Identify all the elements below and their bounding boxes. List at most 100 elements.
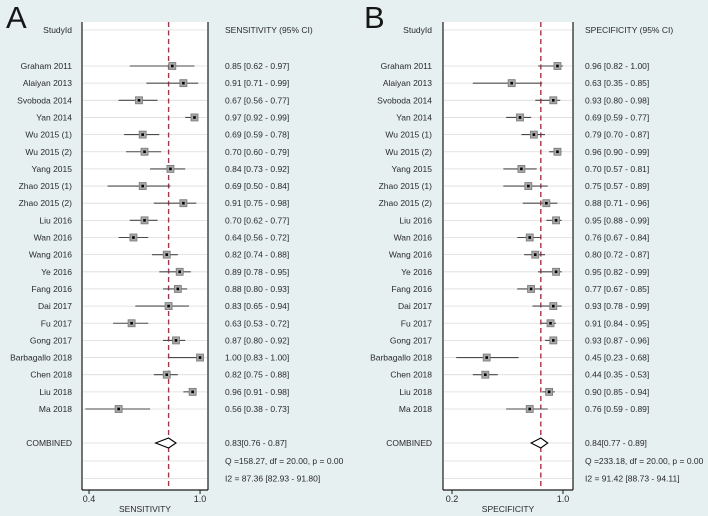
study-label: Dai 2017 xyxy=(398,301,432,311)
study-label: Wu 2015 (1) xyxy=(385,130,432,140)
study-label: Liu 2018 xyxy=(399,387,432,397)
point-estimate-dot xyxy=(174,339,178,342)
estimate-label: 0.87 [0.80 - 0.92] xyxy=(225,335,289,345)
estimate-label: 0.91 [0.84 - 0.95] xyxy=(585,318,649,328)
point-estimate-dot xyxy=(520,167,523,171)
estimate-label: 0.96 [0.82 - 1.00] xyxy=(585,61,649,71)
estimate-label: 0.77 [0.67 - 0.85] xyxy=(585,284,649,294)
estimate-label: 0.45 [0.23 - 0.68] xyxy=(585,353,649,363)
estimate-label: 0.56 [0.38 - 0.73] xyxy=(225,404,289,414)
study-label: Yang 2015 xyxy=(392,164,433,174)
estimate-label: 0.69 [0.50 - 0.84] xyxy=(225,181,289,191)
study-label: Ma 2018 xyxy=(39,404,72,414)
study-label: Liu 2018 xyxy=(39,387,72,397)
point-estimate-dot xyxy=(518,116,522,119)
study-label: Zhao 2015 (1) xyxy=(379,181,433,191)
q-statistic-label: Q =158.27, df = 20.00, p = 0.00 xyxy=(225,456,344,466)
point-estimate-dot xyxy=(137,99,141,102)
study-label: Barbagallo 2018 xyxy=(370,353,432,363)
study-label: Wan 2016 xyxy=(34,233,73,243)
estimate-label: 0.93 [0.87 - 0.96] xyxy=(585,335,649,345)
study-label: Zhao 2015 (1) xyxy=(19,181,73,191)
estimate-label: 0.90 [0.85 - 0.94] xyxy=(585,387,649,397)
study-label: Ye 2016 xyxy=(41,267,72,277)
combined-estimate-label: 0.83[0.76 - 0.87] xyxy=(225,438,287,448)
study-label: Gong 2017 xyxy=(30,335,72,345)
study-label: Fang 2016 xyxy=(391,284,432,294)
x-tick-label: 1.0 xyxy=(194,494,207,504)
estimate-label: 0.85 [0.62 - 0.97] xyxy=(225,61,289,71)
point-estimate-dot xyxy=(165,253,169,256)
point-estimate-dot xyxy=(167,304,170,308)
estimate-label: 0.69 [0.59 - 0.77] xyxy=(585,112,649,122)
point-estimate-dot xyxy=(141,133,144,136)
estimate-label: 0.97 [0.92 - 0.99] xyxy=(225,112,289,122)
i2-statistic-label: I2 = 91.42 [88.73 - 94.11] xyxy=(585,474,680,484)
study-label: Wan 2016 xyxy=(394,233,433,243)
point-estimate-dot xyxy=(549,321,552,325)
point-estimate-dot xyxy=(556,150,559,154)
estimate-label: 0.88 [0.80 - 0.93] xyxy=(225,284,289,294)
study-label: Fang 2016 xyxy=(31,284,72,294)
point-estimate-dot xyxy=(143,150,146,154)
estimate-label: 0.83 [0.65 - 0.94] xyxy=(225,301,289,311)
study-label: Yan 2014 xyxy=(396,112,432,122)
study-label: Liu 2016 xyxy=(399,215,432,225)
point-estimate-dot xyxy=(532,133,536,136)
study-label: Zhao 2015 (2) xyxy=(379,198,433,208)
panel-a-letter: A xyxy=(6,0,27,35)
point-estimate-dot xyxy=(176,287,180,291)
estimate-label: 0.96 [0.91 - 0.98] xyxy=(225,387,289,397)
x-axis-title: SPECIFICITY xyxy=(482,504,535,514)
combined-estimate-label: 0.84[0.77 - 0.89] xyxy=(585,438,647,448)
point-estimate-dot xyxy=(484,373,487,376)
study-column-header: StudyId xyxy=(403,25,432,35)
estimate-label: 0.80 [0.72 - 0.87] xyxy=(585,250,649,260)
study-label: Chen 2018 xyxy=(30,370,72,380)
estimate-label: 0.63 [0.53 - 0.72] xyxy=(225,318,289,328)
point-estimate-dot xyxy=(554,270,558,274)
point-estimate-dot xyxy=(556,64,559,68)
i2-statistic-label: I2 = 87.36 [82.93 - 91.80] xyxy=(225,474,320,484)
estimate-label: 0.93 [0.80 - 0.98] xyxy=(585,95,649,105)
study-label: Ma 2018 xyxy=(399,404,432,414)
study-label: Liu 2016 xyxy=(39,215,72,225)
study-label: Gong 2017 xyxy=(390,335,432,345)
point-estimate-dot xyxy=(178,270,181,274)
estimate-label: 0.84 [0.73 - 0.92] xyxy=(225,164,289,174)
study-label: Alaiyan 2013 xyxy=(383,78,432,88)
point-estimate-dot xyxy=(182,81,185,85)
point-estimate-dot xyxy=(554,219,558,222)
estimate-label: 0.82 [0.74 - 0.88] xyxy=(225,250,289,260)
point-estimate-dot xyxy=(198,356,202,359)
study-label: Wu 2015 (2) xyxy=(385,147,432,157)
study-label: Fu 2017 xyxy=(401,318,432,328)
point-estimate-dot xyxy=(143,219,146,222)
study-label: Yang 2015 xyxy=(32,164,73,174)
estimate-column-header: SENSITIVITY (95% CI) xyxy=(225,25,313,35)
plot-area xyxy=(82,22,208,490)
estimate-label: 0.93 [0.78 - 0.99] xyxy=(585,301,649,311)
estimate-label: 0.75 [0.57 - 0.89] xyxy=(585,181,649,191)
point-estimate-dot xyxy=(132,236,135,239)
study-label: Ye 2016 xyxy=(401,267,432,277)
point-estimate-dot xyxy=(551,304,555,308)
estimate-label: 0.91 [0.71 - 0.99] xyxy=(225,78,289,88)
estimate-label: 0.89 [0.78 - 0.95] xyxy=(225,267,289,277)
estimate-label: 0.91 [0.75 - 0.98] xyxy=(225,198,289,208)
estimate-label: 0.82 [0.75 - 0.88] xyxy=(225,370,289,380)
point-estimate-dot xyxy=(528,407,532,411)
study-column-header: StudyId xyxy=(43,25,72,35)
estimate-label: 0.64 [0.56 - 0.72] xyxy=(225,233,289,243)
study-label: Svoboda 2014 xyxy=(17,95,72,105)
study-label: Fu 2017 xyxy=(41,318,72,328)
point-estimate-dot xyxy=(551,99,555,102)
estimate-label: 0.67 [0.56 - 0.77] xyxy=(225,95,289,105)
estimate-label: 0.70 [0.62 - 0.77] xyxy=(225,215,289,225)
point-estimate-dot xyxy=(533,253,537,256)
study-label: Chen 2018 xyxy=(390,370,432,380)
estimate-label: 0.70 [0.57 - 0.81] xyxy=(585,164,649,174)
estimate-label: 0.95 [0.82 - 0.99] xyxy=(585,267,649,277)
q-statistic-label: Q =233.18, df = 20.00, p = 0.00 xyxy=(585,456,704,466)
point-estimate-dot xyxy=(182,201,185,205)
